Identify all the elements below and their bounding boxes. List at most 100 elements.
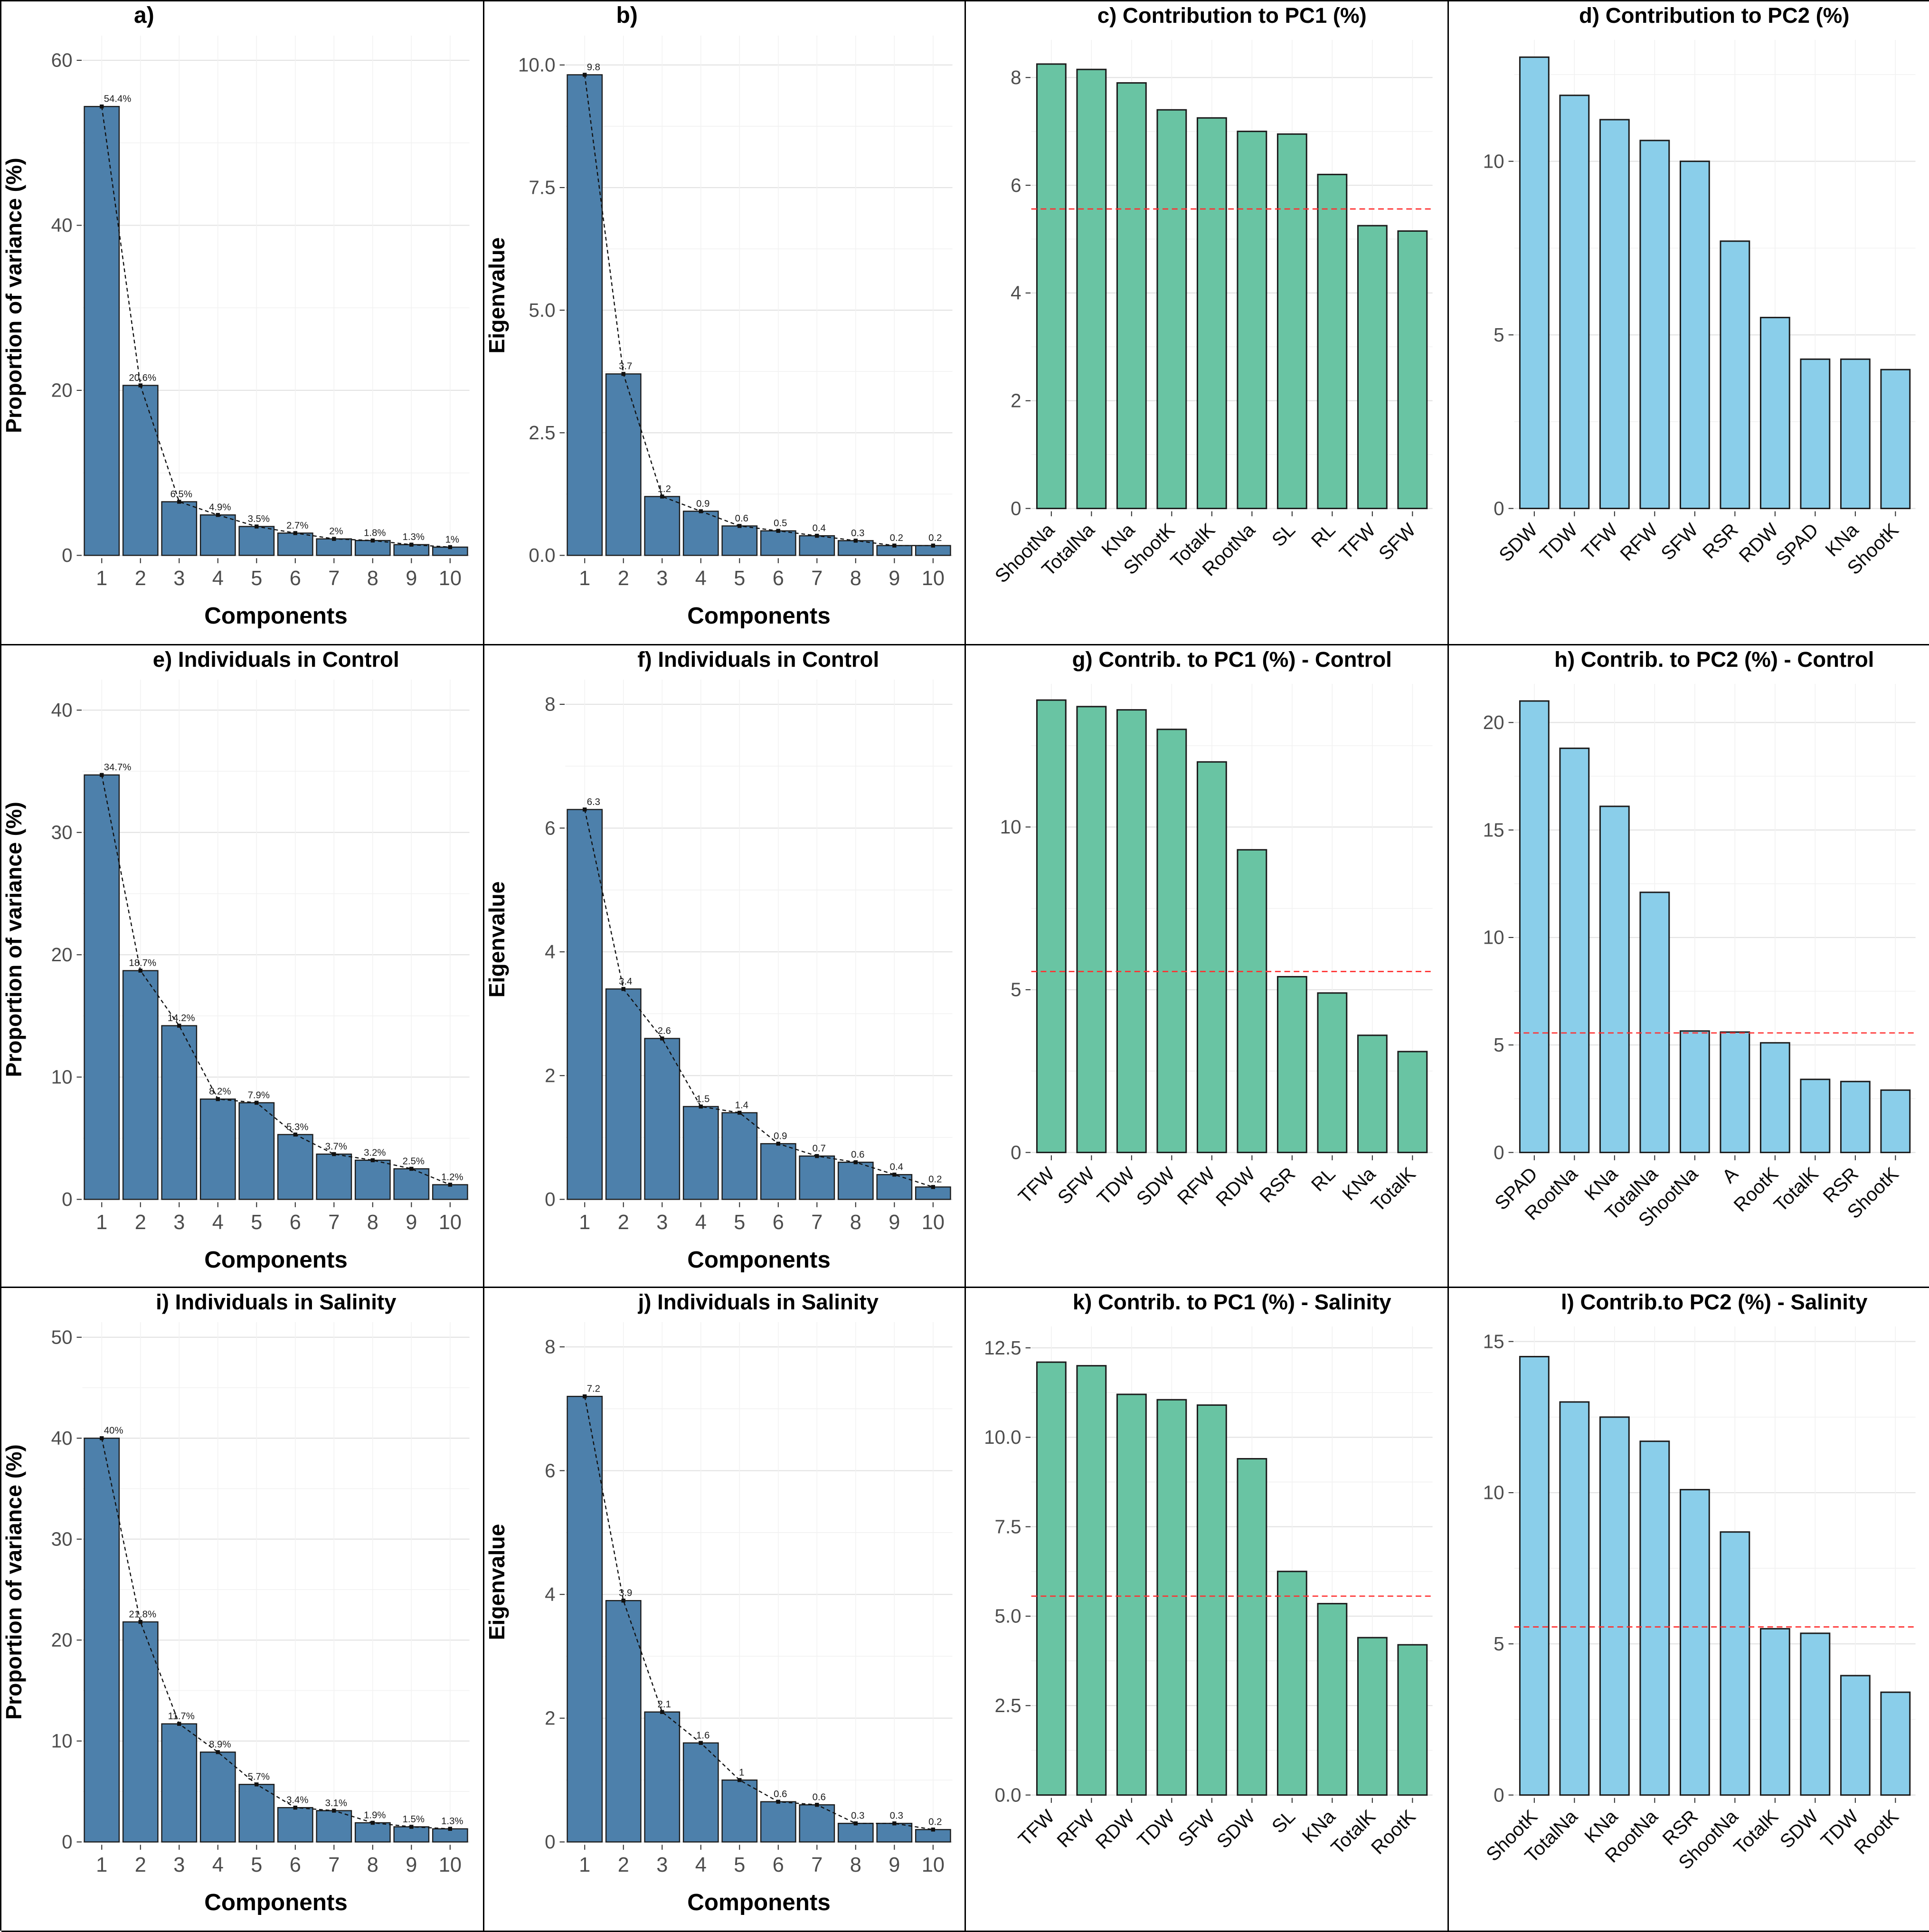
- point-marker: [448, 1182, 452, 1186]
- x-category-label: 2: [135, 1854, 146, 1877]
- x-axis-title: Components: [204, 1890, 348, 1916]
- bar-TFW: [1358, 226, 1387, 508]
- y-tick-label: 0: [62, 544, 72, 566]
- y-tick-label: 2: [544, 1707, 555, 1729]
- y-axis-title: Eigenvalue: [484, 1525, 509, 1641]
- bar-value-label: 40%: [104, 1426, 123, 1437]
- bar-3: [162, 502, 197, 555]
- x-category-label: 4: [694, 1211, 706, 1233]
- bar-value-label: 0.4: [812, 523, 825, 533]
- x-category-label: 5: [251, 1211, 262, 1233]
- bar-6: [760, 1143, 795, 1199]
- x-category-label: 2: [617, 1211, 628, 1233]
- x-category-label: 9: [406, 1211, 417, 1233]
- x-category-label: 4: [212, 1854, 224, 1877]
- point-marker: [698, 1104, 702, 1108]
- point-marker: [332, 537, 336, 540]
- bar-RootK: [1398, 1645, 1427, 1795]
- bar-SDW: [1800, 1634, 1829, 1796]
- y-tick-label: 7.5: [995, 1516, 1021, 1538]
- bar-4: [683, 1743, 718, 1842]
- bar-value-label: 2.1: [657, 1700, 670, 1710]
- point-marker: [371, 1821, 375, 1825]
- point-marker: [371, 539, 375, 542]
- x-category-label: 3: [173, 1211, 185, 1233]
- chart-e-canvas: 34.7%18.7%14.2%8.2%7.9%5.3%3.7%3.2%2.5%1…: [1, 645, 482, 1287]
- y-tick-label: 50: [51, 1326, 73, 1348]
- bar-value-label: 8.9%: [209, 1740, 231, 1751]
- bar-value-label: 3.7%: [325, 1141, 347, 1151]
- x-category-label: 7: [811, 567, 822, 590]
- bar-value-label: 8.2%: [209, 1086, 231, 1097]
- bar-RFW: [1077, 1366, 1106, 1796]
- bar-value-label: 1: [738, 1768, 744, 1778]
- y-tick-label: 0.0: [995, 1784, 1021, 1806]
- y-tick-label: 20: [51, 379, 73, 401]
- y-tick-label: 0: [62, 1188, 72, 1210]
- point-marker: [853, 1160, 857, 1164]
- bar-RSR: [1720, 241, 1749, 509]
- point-marker: [293, 531, 297, 535]
- bar-value-label: 0.6: [773, 1790, 786, 1800]
- y-tick-label: 10: [1000, 815, 1021, 837]
- y-tick-label: 10: [1482, 150, 1503, 172]
- bar-TotalNa: [1559, 1402, 1588, 1796]
- point-marker: [409, 543, 413, 547]
- point-marker: [892, 1172, 896, 1176]
- point-marker: [139, 1620, 142, 1624]
- bar-value-label: 0.3: [851, 1811, 864, 1822]
- point-marker: [892, 544, 896, 548]
- x-category-label: 7: [328, 1854, 340, 1877]
- bar-value-label: 1.5: [696, 1093, 709, 1104]
- x-category-label: 10: [439, 567, 462, 590]
- point-marker: [332, 1809, 336, 1813]
- bar-value-label: 0.4: [889, 1162, 902, 1172]
- x-category-label: 5: [733, 567, 745, 590]
- bar-8: [355, 1823, 390, 1842]
- x-category-label: SFW: [1173, 1806, 1219, 1851]
- bar-value-label: 1.3%: [403, 532, 425, 542]
- point-marker: [371, 1158, 375, 1162]
- x-category-label: 1: [96, 1211, 107, 1233]
- bar-KNa: [1840, 359, 1869, 508]
- x-category-label: 10: [921, 1211, 944, 1233]
- bar-4: [200, 1752, 235, 1842]
- bar-value-label: 0.2: [928, 1818, 941, 1828]
- bar-TotalK: [1760, 1629, 1789, 1795]
- bar-4: [200, 1099, 235, 1199]
- x-category-label: 9: [888, 1854, 899, 1877]
- point-marker: [255, 524, 258, 528]
- x-category-label: 4: [694, 1854, 706, 1877]
- y-tick-label: 8: [544, 1336, 555, 1358]
- y-axis-title: Proportion of variance (%): [1, 158, 26, 433]
- bar-value-label: 2.5%: [403, 1155, 425, 1166]
- x-category-label: 8: [849, 1854, 860, 1877]
- bar-value-label: 0.3: [851, 528, 864, 539]
- bar-value-label: 1.2%: [441, 1172, 463, 1182]
- x-category-label: 5: [251, 1854, 262, 1877]
- x-category-label: 10: [439, 1211, 462, 1233]
- x-category-label: 10: [921, 567, 944, 590]
- bar-SFW: [1398, 231, 1427, 508]
- bar-value-label: 3.1%: [325, 1799, 347, 1809]
- y-tick-label: 5: [1011, 978, 1021, 1000]
- bar-TotalK: [1800, 1079, 1829, 1152]
- bar-6: [278, 1134, 312, 1199]
- point-marker: [775, 1141, 779, 1145]
- bar-RootK: [1760, 1042, 1789, 1152]
- bar-RSR: [1680, 1490, 1709, 1796]
- x-category-label: 3: [173, 1854, 185, 1877]
- bar-5: [721, 1780, 756, 1842]
- bar-value-label: 0.2: [928, 1174, 941, 1184]
- bar-1: [85, 106, 119, 555]
- bar-ShootNa: [1720, 1533, 1749, 1796]
- x-category-label: TFW: [1014, 1162, 1059, 1207]
- bar-SL: [1277, 134, 1306, 508]
